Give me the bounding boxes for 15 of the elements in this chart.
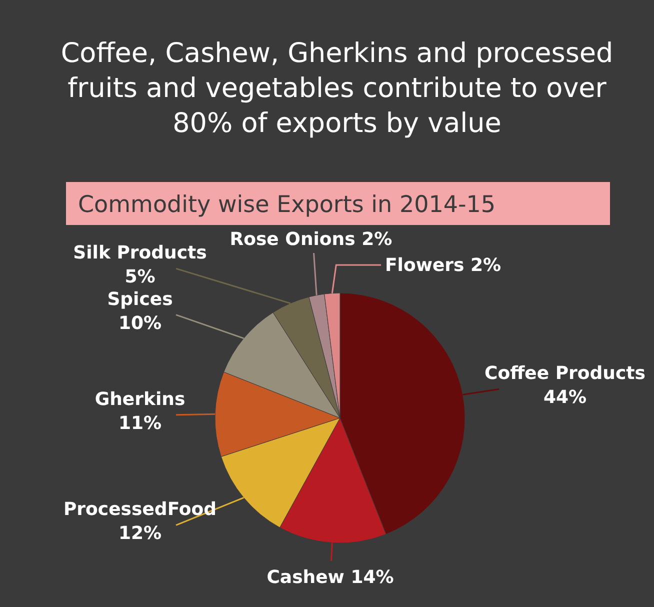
- data-label: 12%: [118, 523, 162, 544]
- data-label: 10%: [118, 312, 162, 334]
- slice-label: ProcessedFood: [63, 499, 217, 520]
- data-label: 11%: [118, 412, 162, 434]
- slice-label: Rose Onions 2%: [230, 229, 392, 250]
- slice-label: Spices: [107, 288, 173, 310]
- data-label: 44%: [543, 387, 587, 408]
- slice-label: Coffee Products: [484, 363, 646, 384]
- slice-label: Cashew 14%: [266, 567, 394, 588]
- chart-subtitle: Commodity wise Exports in 2014-15: [78, 192, 496, 218]
- data-label: 5%: [124, 266, 156, 288]
- slice-label: Flowers 2%: [385, 255, 502, 276]
- slice-label: Silk Products: [73, 242, 207, 264]
- chart-title: Coffee, Cashew, Gherkins and processed fruits and vegetables contribute to over 80% of exports by value: [60, 38, 614, 139]
- slice-label: Gherkins: [94, 388, 186, 410]
